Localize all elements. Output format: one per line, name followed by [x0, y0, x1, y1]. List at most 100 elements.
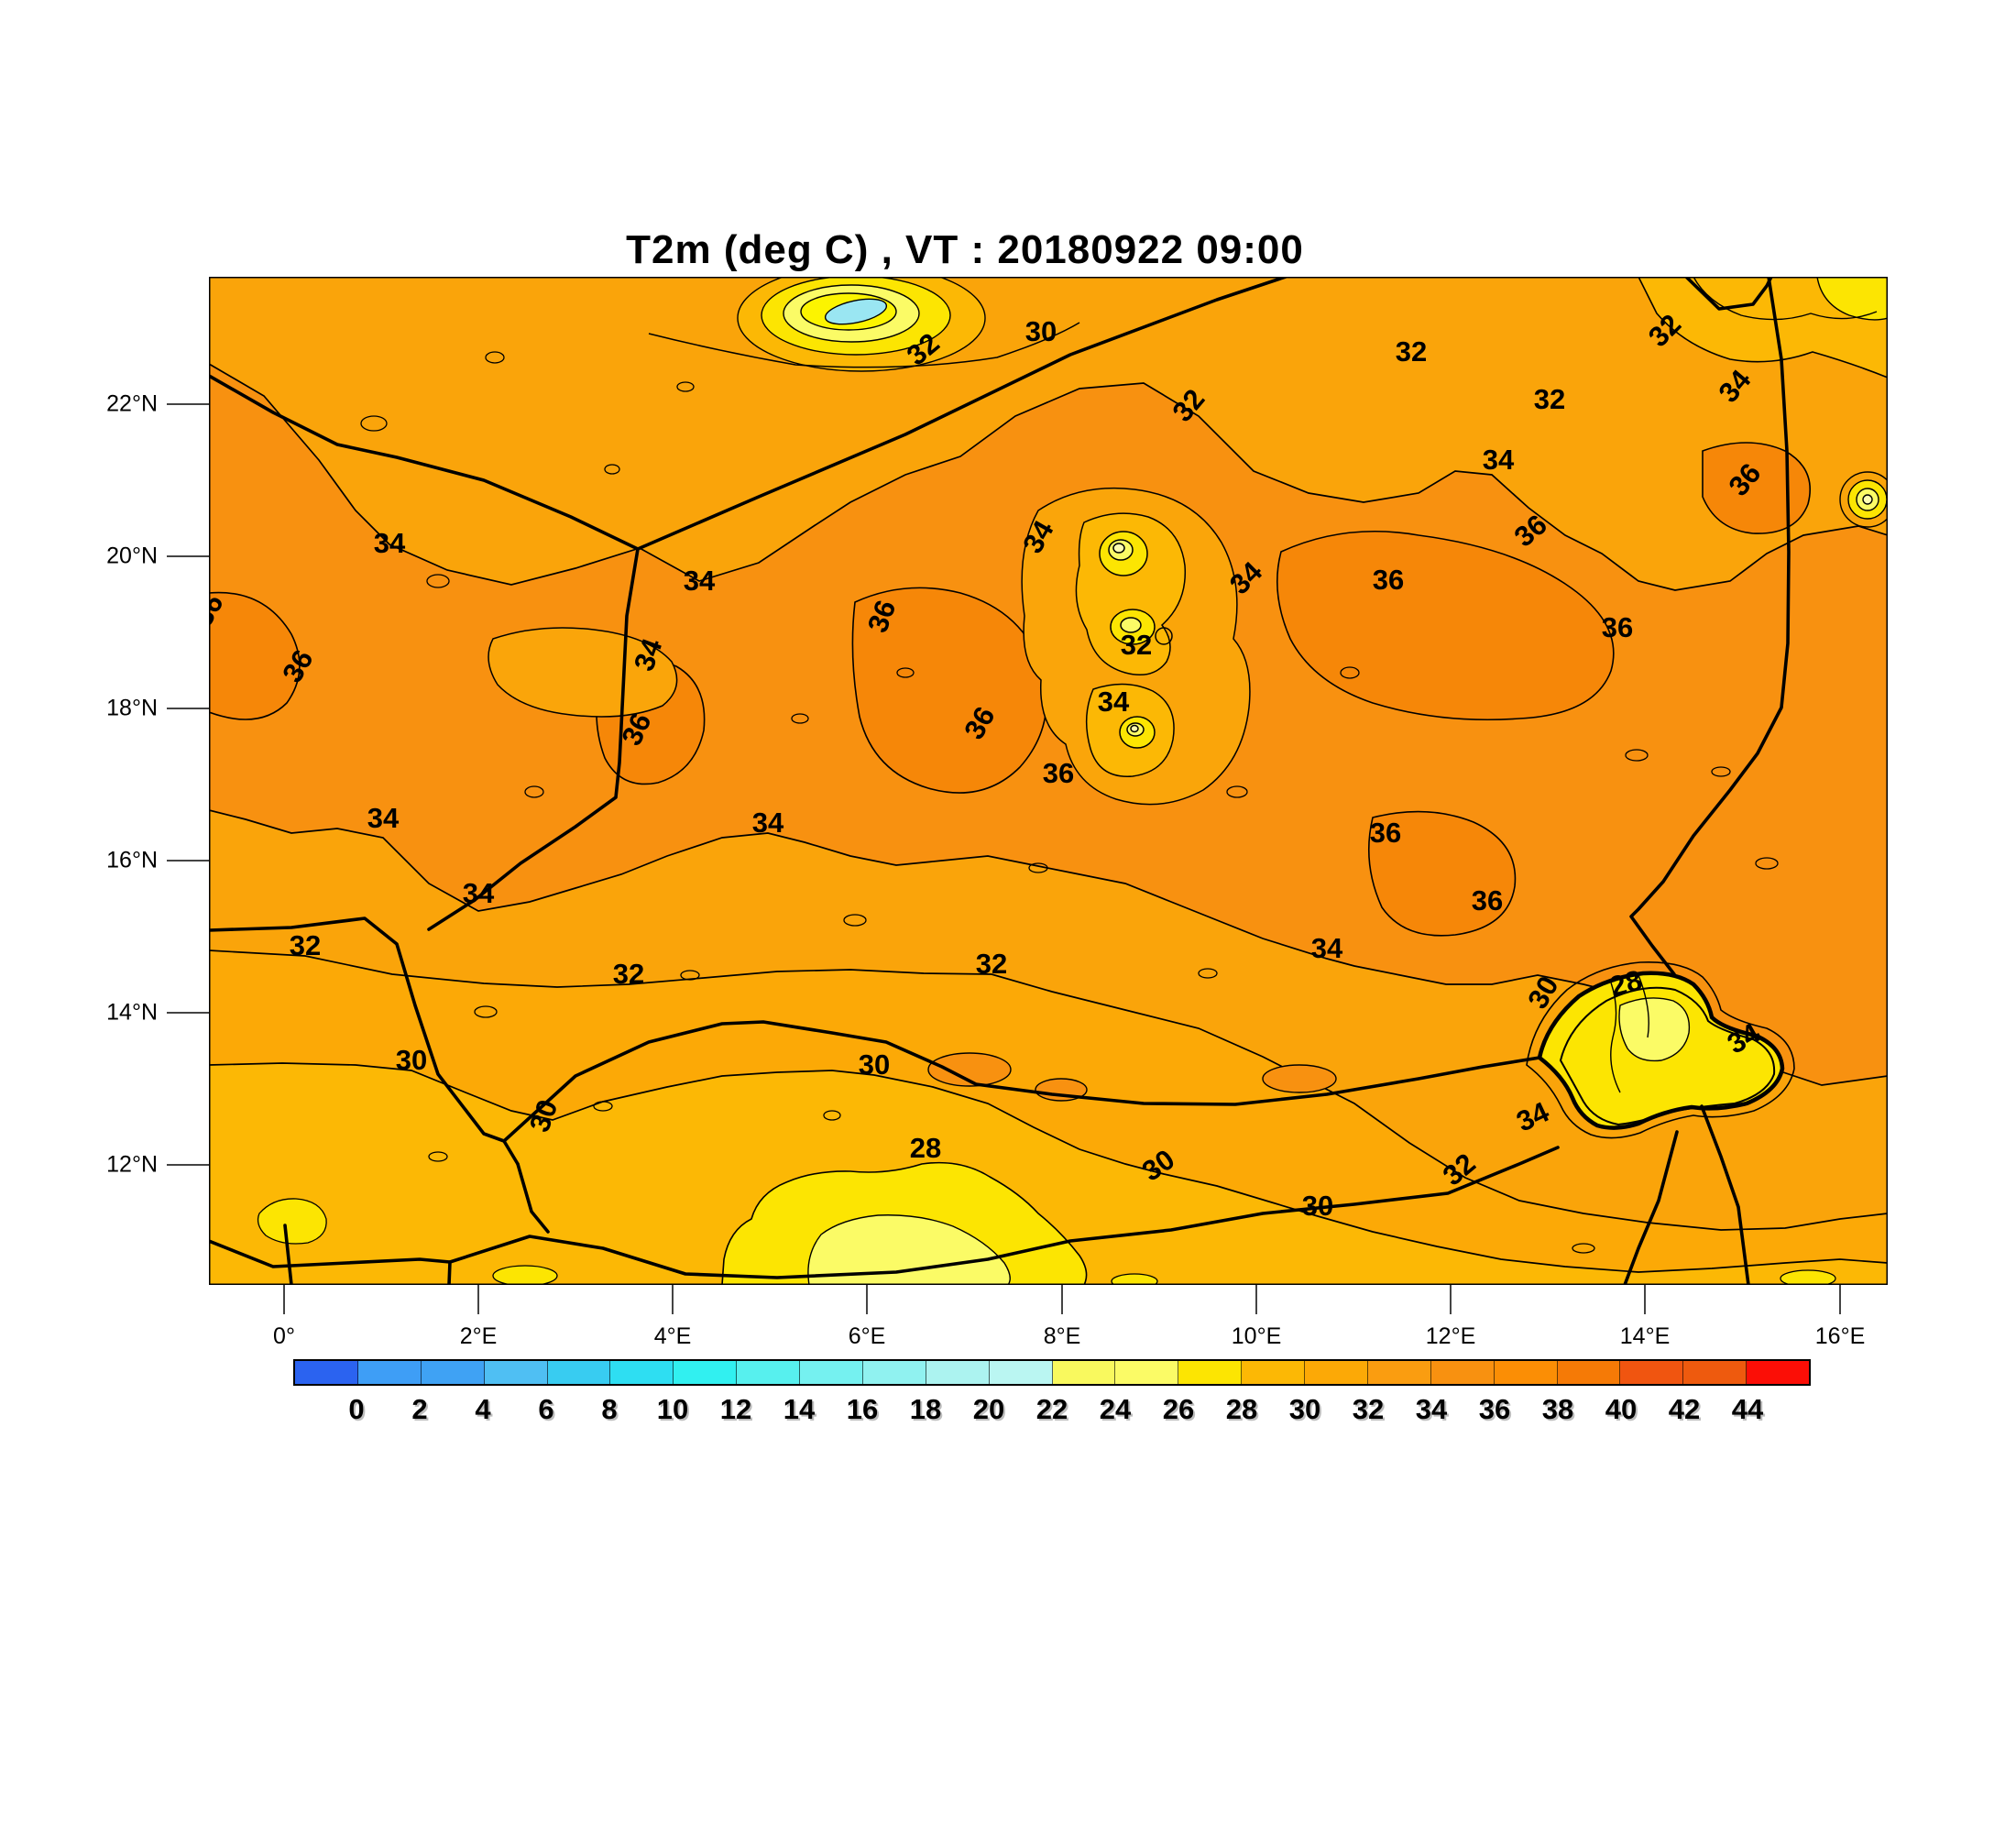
- contour-value-label: 36: [1370, 817, 1401, 849]
- plot-title: T2m (deg C) , VT : 20180922 09:00: [626, 227, 1304, 272]
- colorbar-segment: [989, 1361, 1053, 1384]
- contour-value-label: 34: [684, 565, 716, 597]
- contour-30-south: [209, 1062, 1888, 1273]
- lon-tick: [1450, 1285, 1452, 1314]
- lon-tick-label: 0°: [273, 1323, 295, 1349]
- lon-tick: [672, 1285, 674, 1314]
- border-bottom-stub-2: [447, 1260, 452, 1285]
- lon-tick: [1644, 1285, 1646, 1314]
- border-south-arc: [502, 1020, 1541, 1143]
- contour-value-label: 32: [290, 929, 321, 961]
- lat-tick: [167, 708, 209, 709]
- lat-tick: [167, 403, 209, 405]
- ne-corner-yellow: [1816, 277, 1888, 321]
- lon-tick: [1839, 1285, 1841, 1314]
- lat-tick-label: 16°N: [106, 847, 158, 873]
- contour-value-label: 34: [374, 527, 406, 559]
- contour-34-south: [209, 809, 1888, 1086]
- contour-value-label: 32: [1534, 383, 1565, 415]
- colorbar-segment: [1557, 1361, 1621, 1384]
- colorbar-tick-label: 16: [846, 1393, 879, 1425]
- colorbar-tick-label: 4: [475, 1393, 491, 1425]
- lake-inner-wiggles: [1610, 974, 1649, 1093]
- colorbar-segment: [862, 1361, 926, 1384]
- contour-value-label: 36: [1043, 757, 1074, 789]
- contour-value-label: 34: [1098, 686, 1130, 718]
- cold-spot-top-center: [737, 277, 986, 372]
- colorbar-tick-label: 12: [719, 1393, 752, 1425]
- colorbar-segment: [1242, 1361, 1305, 1384]
- colorbar-segment: [357, 1361, 422, 1384]
- contour-value-label: 32: [976, 948, 1007, 980]
- contour-34-north: [209, 363, 1888, 591]
- map-frame: 32 30 32 32 32 32 34 36 36 34 36 34 34 34 34 36 36 36 34 36…: [209, 277, 1888, 1285]
- border-lake-southwest: [1623, 1130, 1679, 1285]
- air-mountains-cluster: [1021, 487, 1251, 806]
- colorbar-segment: [1494, 1361, 1558, 1384]
- colorbar-tick-label: 32: [1352, 1393, 1385, 1425]
- lon-tick: [477, 1285, 479, 1314]
- border-nw-diagonal: [209, 374, 640, 551]
- contour-value-label: 30: [1025, 315, 1057, 347]
- colorbar-segment: [421, 1361, 485, 1384]
- lon-tick-label: 10°E: [1231, 1323, 1282, 1349]
- lat-tick: [167, 1164, 209, 1166]
- colorbar-tick-label: 0: [348, 1393, 365, 1425]
- lake-outer-30-ring: [1526, 961, 1795, 1139]
- colorbar-tick-label: 34: [1415, 1393, 1448, 1425]
- colorbar-segment: [295, 1361, 358, 1384]
- colorbar-tick-label: 14: [783, 1393, 816, 1425]
- colorbar-tick-label: 24: [1099, 1393, 1132, 1425]
- colorbar-segment: [1430, 1361, 1495, 1384]
- contour-30-top: [648, 322, 1080, 368]
- colorbar-segment: [737, 1361, 800, 1384]
- contour-value-label: 28: [910, 1132, 941, 1164]
- colorbar-segment: [547, 1361, 611, 1384]
- border-bottom-stub-1: [283, 1224, 293, 1285]
- contour-value-label: 34: [367, 802, 400, 834]
- colorbar-segment: [674, 1361, 738, 1384]
- lon-tick-label: 6°E: [848, 1323, 886, 1349]
- colorbar-tick-label: 38: [1541, 1393, 1574, 1425]
- south-paleyellow-core: [807, 1214, 1011, 1285]
- colorbar-segment: [1305, 1361, 1368, 1384]
- tiny-island-contours: [360, 351, 1779, 1254]
- lake-pale-core: [1618, 997, 1691, 1062]
- colorbar-tick-label: 28: [1225, 1393, 1258, 1425]
- colorbar-tick-label: 44: [1731, 1393, 1764, 1425]
- border-branch-down: [516, 1162, 550, 1234]
- contour-value-label: 34: [463, 877, 495, 909]
- colorbar-segment: [484, 1361, 548, 1384]
- lat-tick-label: 20°N: [106, 543, 158, 569]
- lat-tick-label: 22°N: [106, 390, 158, 417]
- bullseye-right-edge: [1839, 471, 1888, 528]
- colorbar-segment: [1747, 1361, 1809, 1384]
- border-ne-long-diagonal: [636, 277, 1287, 551]
- lake-chad: [1526, 961, 1795, 1139]
- colorbar-segment: [1052, 1361, 1116, 1384]
- colorbar-tick-label: 20: [972, 1393, 1005, 1425]
- colorbar-tick-label: 36: [1478, 1393, 1511, 1425]
- contour-value-label: 32: [1396, 335, 1427, 368]
- border-west-vertical: [427, 547, 640, 931]
- lat-tick-label: 12°N: [106, 1151, 158, 1178]
- colorbar-tick-label: 18: [909, 1393, 942, 1425]
- colorbar-tick-label: 10: [656, 1393, 689, 1425]
- contour-value-label: 34: [1483, 444, 1515, 476]
- colorbar-tick-label: 22: [1035, 1393, 1068, 1425]
- lake-inner-ring: [1559, 986, 1776, 1126]
- colorbar-tick-label: 40: [1605, 1393, 1638, 1425]
- colorbar-tick-label: 30: [1288, 1393, 1321, 1425]
- country-borders: [209, 277, 1791, 1285]
- lon-tick-label: 8°E: [1043, 1323, 1081, 1349]
- contour-value-label: 36: [1602, 611, 1633, 643]
- contour-value-label: 30: [1302, 1190, 1333, 1222]
- colorbar-tick-label: 2: [411, 1393, 428, 1425]
- colorbar-segment: [1683, 1361, 1748, 1384]
- contour-value-label: 36: [1373, 564, 1404, 596]
- colorbar-tick-label: 8: [601, 1393, 618, 1425]
- lon-tick-label: 16°E: [1814, 1323, 1866, 1349]
- colorbar-segment: [926, 1361, 990, 1384]
- contour-value-label: 30: [859, 1048, 890, 1081]
- lat-tick-label: 14°N: [106, 999, 158, 1026]
